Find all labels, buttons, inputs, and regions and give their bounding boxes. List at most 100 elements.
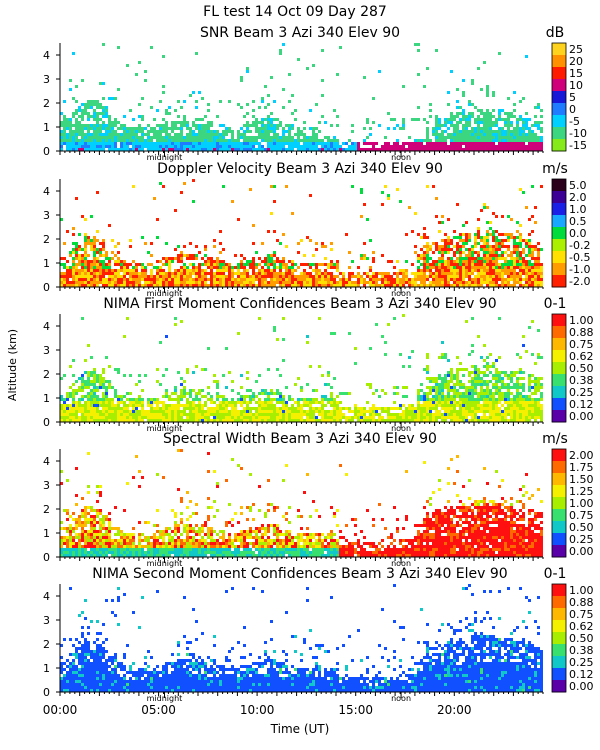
colorbar-swatch	[552, 67, 566, 80]
y-tick-label: 4	[43, 185, 50, 198]
colorbar-swatch	[552, 239, 566, 252]
colorbar-label: 1.00	[569, 497, 594, 510]
colorbar-label: -0.2	[569, 239, 590, 252]
panel-title: Doppler Velocity Beam 3 Azi 340 Elev 90	[157, 161, 443, 177]
colorbar-label: 2.00	[569, 449, 594, 462]
y-tick-label: 2	[43, 368, 50, 381]
noon-label: noon	[391, 153, 411, 162]
colorbar-unit: m/s	[542, 431, 568, 447]
colorbar-label: -2.0	[569, 275, 590, 288]
colorbar-swatch	[552, 398, 566, 411]
colorbar-swatch	[552, 485, 566, 498]
colorbar: 1.000.880.750.620.500.380.250.120.00 0-1	[544, 296, 594, 423]
colorbar-label: 0.5	[569, 215, 587, 228]
colorbar-swatch	[552, 215, 566, 228]
x-tick-label: 05:00	[141, 703, 176, 717]
colorbar-label: 0.00	[569, 545, 594, 558]
colorbar-label: -10	[569, 127, 587, 140]
colorbar-label: 0	[569, 103, 576, 116]
x-minor-ticks	[59, 557, 544, 561]
colorbar-swatch	[552, 350, 566, 363]
y-tick-label: 0	[43, 281, 50, 294]
colorbar-swatch	[552, 43, 566, 56]
colorbar-label: 0.50	[569, 521, 594, 534]
x-minor-ticks	[59, 422, 544, 426]
colorbar-label: 10	[569, 79, 583, 92]
y-tick-label: 1	[43, 392, 50, 405]
colorbar-swatch	[552, 115, 566, 128]
y-tick-label: 1	[43, 662, 50, 675]
midnight-label: midnight	[147, 153, 183, 162]
y-tick-label: 3	[43, 614, 50, 627]
panel-title: Spectral Width Beam 3 Azi 340 Elev 90	[163, 431, 437, 447]
colorbar-swatch	[552, 596, 566, 609]
y-tick-label: 3	[43, 73, 50, 86]
y-axis-label: Altitude (km)	[6, 329, 19, 401]
colorbar-unit: 0-1	[544, 296, 567, 312]
y-tick-label: 1	[43, 257, 50, 270]
midnight-label: midnight	[147, 559, 183, 568]
y-tick-label: 0	[43, 145, 50, 158]
colorbar-label: 0.50	[569, 632, 594, 645]
colorbar-label: 1.00	[569, 314, 594, 327]
colorbar-label: 15	[569, 67, 583, 80]
y-tick-label: 0	[43, 686, 50, 699]
colorbar-label: -1.0	[569, 263, 590, 276]
y-tick-label: 2	[43, 233, 50, 246]
colorbar-label: 0.12	[569, 398, 594, 411]
colorbar-label: 2.0	[569, 191, 587, 204]
x-minor-ticks	[59, 151, 544, 155]
colorbar-label: 25	[569, 43, 583, 56]
y-tick-label: 3	[43, 209, 50, 222]
figure-title: FL test 14 Oct 09 Day 287	[203, 4, 387, 20]
x-axis-label: Time (UT)	[270, 722, 330, 736]
colorbar-swatch	[552, 362, 566, 375]
colorbar-label: 0.50	[569, 362, 594, 375]
x-tick-label: 20:00	[437, 703, 472, 717]
colorbar-swatch	[552, 533, 566, 546]
colorbar-label: 0.88	[569, 596, 594, 609]
colorbar-swatch	[552, 91, 566, 104]
x-tick-label: 15:00	[338, 703, 373, 717]
x-tick-label: 00:00	[43, 703, 78, 717]
panel-title: SNR Beam 3 Azi 340 Elev 90	[200, 25, 400, 41]
colorbar-swatch	[552, 473, 566, 486]
colorbar-unit: dB	[546, 25, 565, 41]
heatmap-field	[60, 584, 543, 692]
colorbar: 5.02.01.00.50.0-0.2-0.5-1.0-2.0 m/s	[542, 161, 590, 288]
colorbar-label: 0.12	[569, 668, 594, 681]
colorbar-label: 0.00	[569, 680, 594, 693]
colorbar-swatch	[552, 668, 566, 681]
y-tick-label: 1	[43, 121, 50, 134]
colorbar-label: 0.75	[569, 608, 594, 621]
x-tick-label: 10:00	[240, 703, 275, 717]
colorbar-label: 0.88	[569, 326, 594, 339]
y-tick-label: 3	[43, 344, 50, 357]
y-tick-label: 1	[43, 527, 50, 540]
colorbar-swatch	[552, 449, 566, 462]
colorbar-swatch	[552, 632, 566, 645]
colorbar-label: 0.38	[569, 374, 594, 387]
y-tick-label: 0	[43, 551, 50, 564]
colorbar-label: 0.62	[569, 620, 594, 633]
panel-3: NIMA First Moment Confidences Beam 3 Azi…	[43, 296, 594, 433]
panel-5: NIMA Second Moment Confidences Beam 3 Az…	[43, 566, 594, 703]
colorbar-swatch	[552, 191, 566, 204]
colorbar-swatch	[552, 584, 566, 597]
colorbar-swatch	[552, 680, 566, 693]
colorbar-label: 0.25	[569, 386, 594, 399]
heatmap-field	[60, 314, 543, 422]
colorbar-label: 1.00	[569, 584, 594, 597]
colorbar-swatch	[552, 326, 566, 339]
colorbar-label: 1.50	[569, 473, 594, 486]
panel-2: Doppler Velocity Beam 3 Azi 340 Elev 90 0…	[43, 161, 590, 298]
panel-title: NIMA First Moment Confidences Beam 3 Azi…	[103, 296, 496, 312]
colorbar-swatch	[552, 227, 566, 240]
colorbar-swatch	[552, 79, 566, 92]
panel-1: SNR Beam 3 Azi 340 Elev 90 0 1 2 3 4 midnight n…	[43, 25, 587, 162]
midnight-label: midnight	[147, 289, 183, 298]
heatmap-field	[60, 449, 543, 557]
panel-4: Spectral Width Beam 3 Azi 340 Elev 90 0 1 2…	[43, 431, 594, 568]
colorbar-unit: 0-1	[544, 566, 567, 582]
x-minor-ticks	[59, 287, 544, 291]
